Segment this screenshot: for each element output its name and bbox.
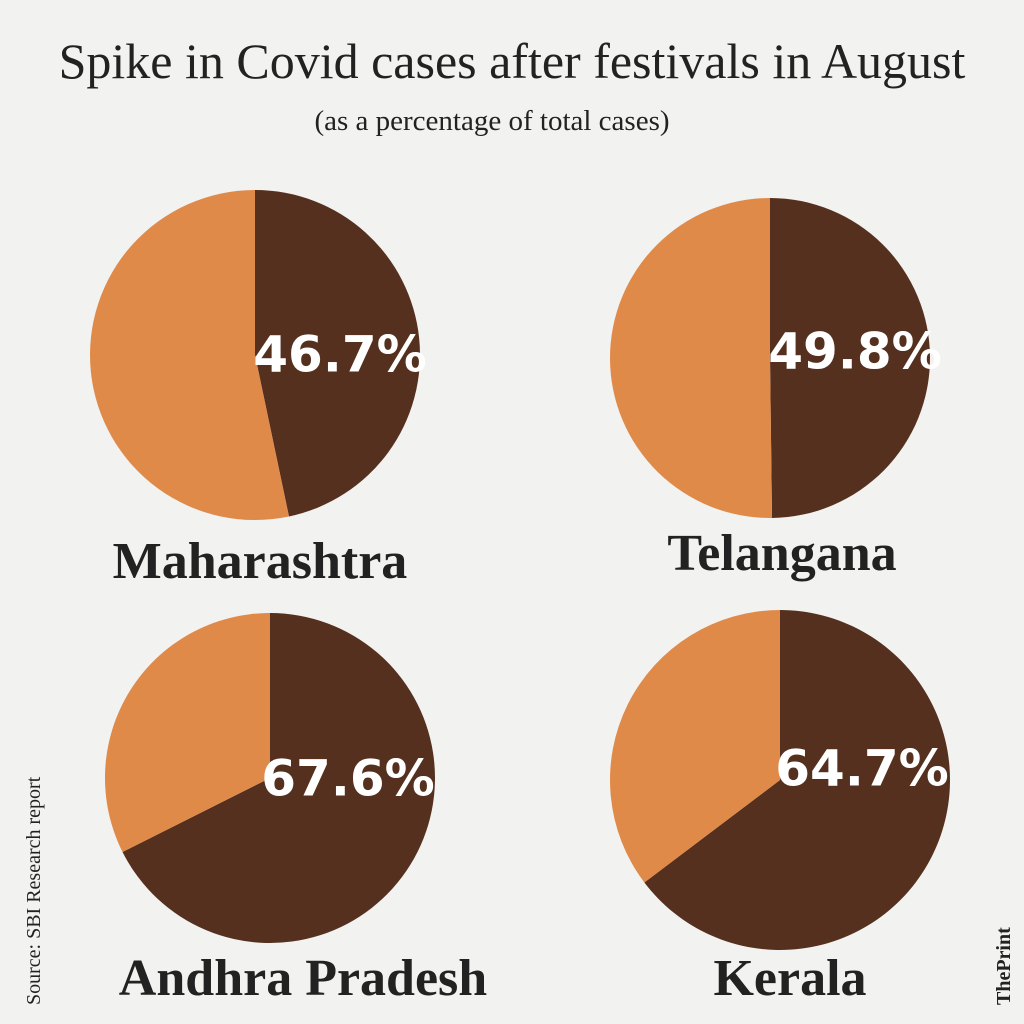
pie-slice	[610, 610, 780, 883]
value-label: 49.8%	[768, 323, 941, 381]
pie-title: Kerala	[713, 950, 866, 1007]
pie-slice	[770, 198, 930, 518]
brand: ThePrint	[993, 927, 1015, 1005]
subtitle: (as a percentage of total cases)	[314, 105, 669, 137]
title: Spike in Covid cases after festivals in …	[59, 33, 966, 89]
pie-slice	[644, 610, 950, 950]
pie-slice	[104, 612, 270, 852]
pie-slice	[255, 190, 420, 517]
source: Source: SBI Research report	[23, 776, 45, 1005]
pie-title: Andhra Pradesh	[119, 950, 487, 1007]
value-label: 64.7%	[775, 740, 948, 798]
value-label: 67.6%	[261, 750, 434, 808]
pie-slice	[89, 190, 289, 521]
pie-title: Maharashtra	[113, 533, 408, 590]
value-label: 46.7%	[253, 326, 426, 384]
pie-title: Telangana	[667, 525, 896, 582]
pie-slice	[122, 613, 435, 943]
pie-slice	[609, 198, 773, 519]
